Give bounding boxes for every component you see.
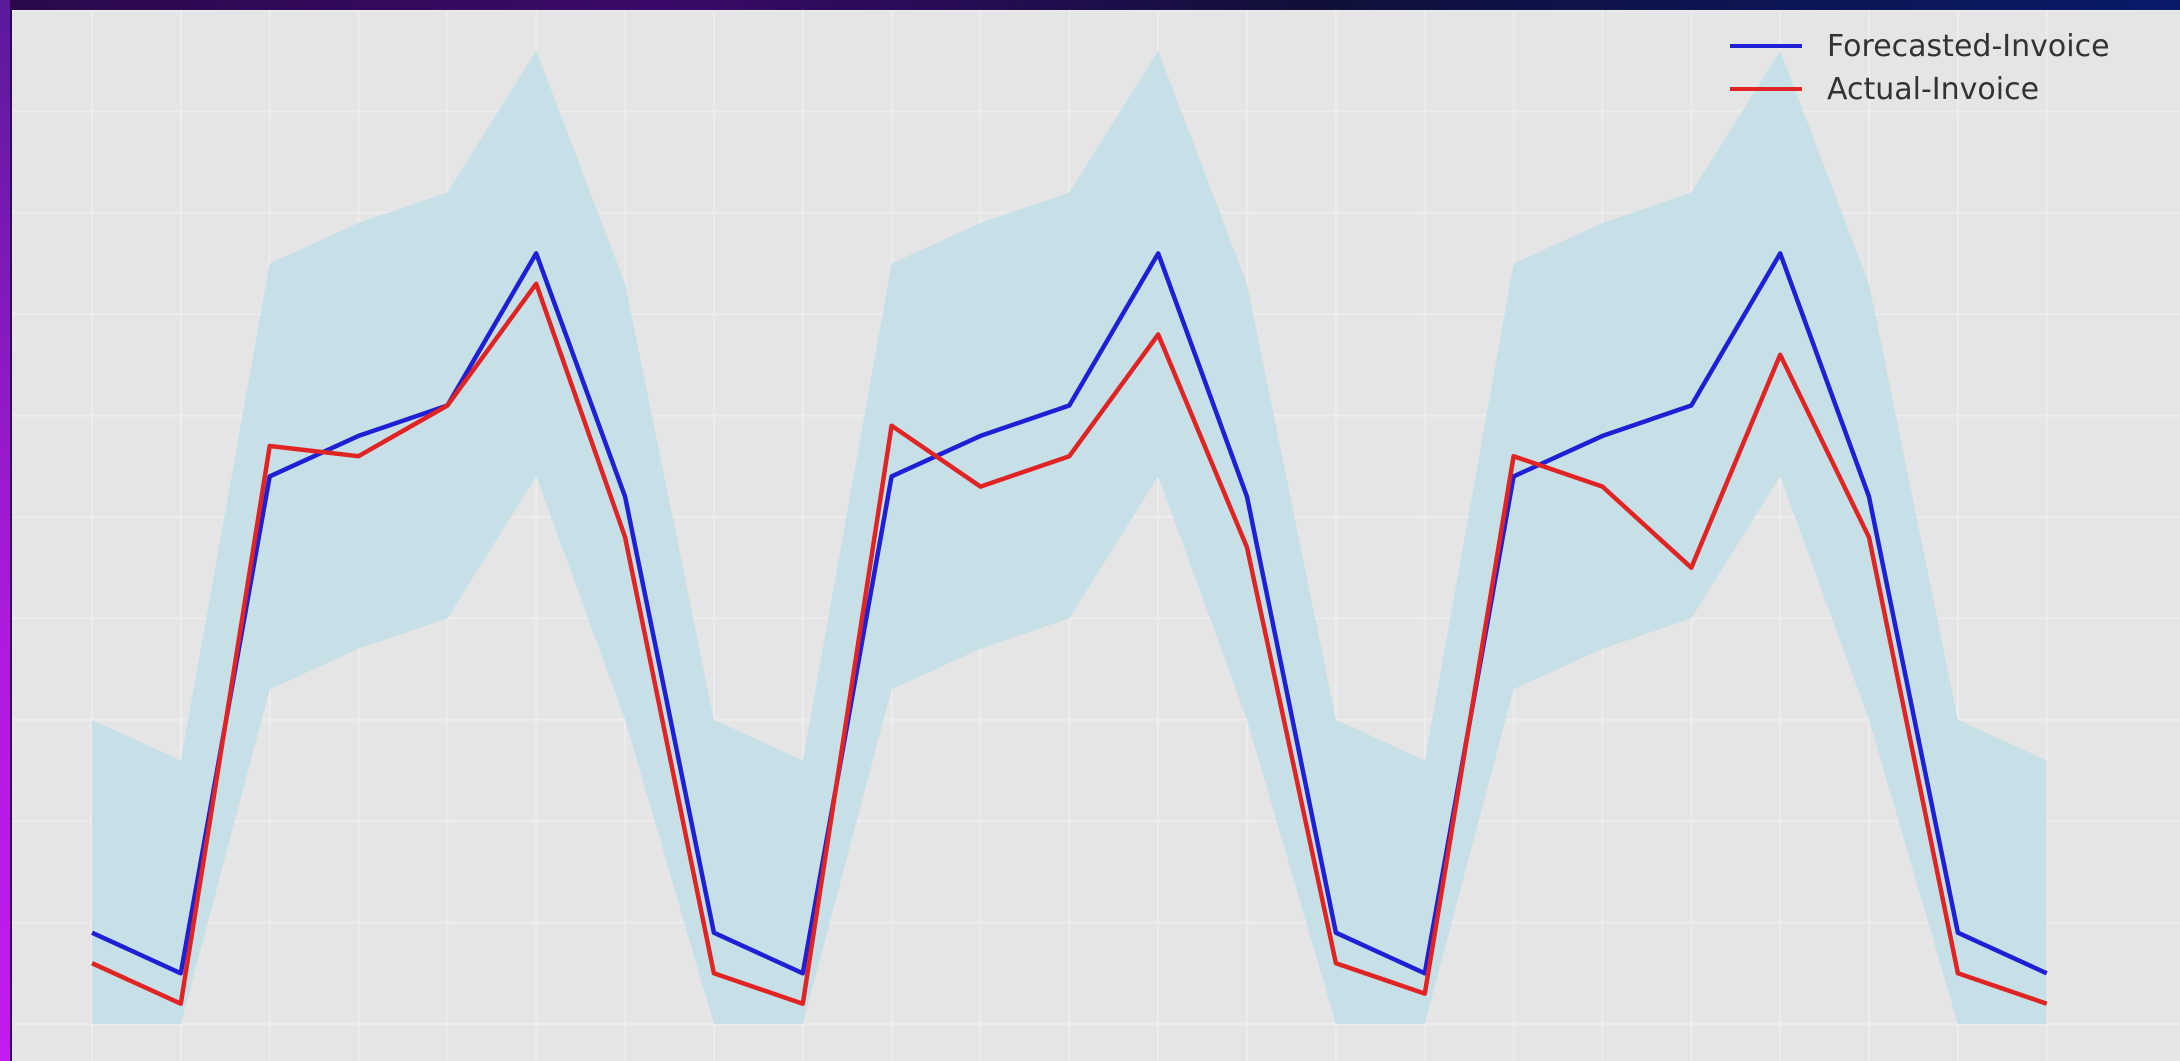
- plot-area: Forecasted-Invoice Actual-Invoice: [12, 10, 2180, 1061]
- legend-label-forecasted: Forecasted-Invoice: [1827, 29, 2110, 64]
- confidence-band-layer: [92, 50, 2047, 1025]
- series-layer: [91, 251, 2048, 1006]
- legend-label-actual: Actual-Invoice: [1827, 72, 2039, 107]
- forecast-line-chart: Forecasted-Invoice Actual-Invoice: [12, 10, 2180, 1061]
- series-line-actual-invoice: [91, 281, 2048, 1006]
- confidence-band: [92, 50, 2047, 1025]
- series-line-forecasted-invoice: [91, 251, 2048, 976]
- legend: Forecasted-Invoice Actual-Invoice: [1730, 29, 2110, 107]
